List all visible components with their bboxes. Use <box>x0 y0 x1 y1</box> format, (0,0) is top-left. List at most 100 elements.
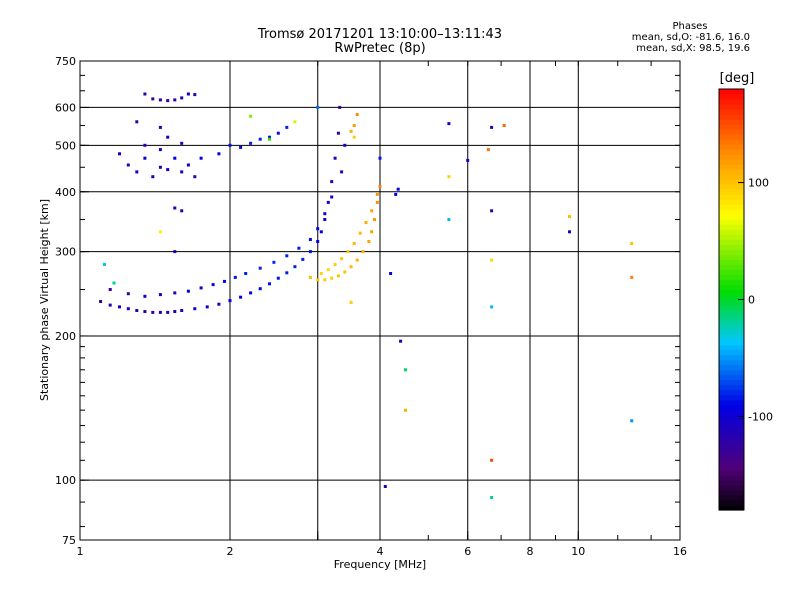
data-point-o <box>285 254 289 258</box>
data-point-x <box>364 221 368 224</box>
colorbar-segment <box>719 274 744 281</box>
data-point-stray <box>447 218 451 221</box>
data-point-o <box>308 250 312 254</box>
data-point-o <box>343 143 347 147</box>
colorbar-segment <box>719 144 744 150</box>
colorbar-segment <box>719 299 744 306</box>
data-point-o <box>186 289 190 293</box>
colorbar-segment <box>719 384 744 391</box>
data-point-o <box>135 170 139 174</box>
colorbar-segment <box>719 304 744 311</box>
colorbar-segment <box>719 379 744 386</box>
y-tick-label: 750 <box>55 55 76 68</box>
colorbar-segment <box>719 449 744 456</box>
data-point-x <box>358 231 362 235</box>
data-point-x <box>330 276 334 280</box>
x-axis-label: Frequency [MHz] <box>334 558 426 571</box>
data-point-stray <box>103 263 106 266</box>
data-point-o <box>199 156 203 160</box>
colorbar-label: [deg] <box>720 71 755 86</box>
colorbar-segment <box>719 234 744 240</box>
data-point-o <box>276 276 280 280</box>
data-point-o <box>258 266 262 270</box>
colorbar-segment <box>719 389 744 396</box>
data-point-o <box>316 240 320 243</box>
data-point-o <box>223 279 226 283</box>
data-point-o <box>244 272 248 275</box>
data-point-x <box>326 268 330 272</box>
colorbar-segment <box>719 129 744 135</box>
data-point-stray <box>293 120 297 124</box>
colorbar-segment <box>719 434 744 441</box>
data-point-x <box>355 113 359 116</box>
data-point-o <box>126 292 130 296</box>
data-point-stray <box>316 105 320 109</box>
colorbar-segment <box>719 349 744 356</box>
colorbar-segment <box>719 454 744 461</box>
phases-x-stats: mean, sd,X: 98.5, 19.6 <box>636 43 750 54</box>
data-point-x <box>361 250 365 254</box>
colorbar-segment <box>719 424 744 431</box>
data-point-x <box>370 230 374 234</box>
data-point-stray <box>158 230 162 234</box>
data-point-o <box>166 168 170 172</box>
data-point-o <box>276 131 280 135</box>
colorbar-segment <box>719 184 744 190</box>
data-point-o <box>143 310 147 313</box>
colorbar-segment <box>719 249 744 255</box>
data-point-o <box>338 105 342 109</box>
data-point-x <box>352 124 356 127</box>
data-point-o <box>268 282 271 286</box>
colorbar-segment <box>719 364 744 371</box>
colorbar-segment <box>719 164 744 170</box>
x-tick-label: 10 <box>571 545 585 558</box>
data-point-x <box>502 124 506 127</box>
data-point-o <box>333 156 337 160</box>
data-point-o <box>158 310 162 314</box>
colorbar-segment <box>719 119 744 125</box>
data-point-o <box>173 156 177 160</box>
data-point-x <box>375 192 379 196</box>
x-tick-label: 1 <box>77 545 84 558</box>
colorbar-segment <box>719 254 744 260</box>
data-point-o <box>135 309 139 312</box>
colorbar-tick-label: -100 <box>748 410 773 423</box>
data-point-o <box>239 145 243 149</box>
data-point-x <box>349 129 353 133</box>
data-point-o <box>118 152 121 156</box>
data-point-o <box>205 305 209 309</box>
x-tick-label: 8 <box>527 545 534 558</box>
data-point-o <box>285 125 289 129</box>
y-axis-label: Stationary phase Virtual Height [km] <box>38 199 51 401</box>
data-point-o <box>330 195 334 199</box>
data-point-o <box>249 291 253 295</box>
data-point-o <box>143 156 147 160</box>
data-point-x <box>323 278 327 282</box>
colorbar-segment <box>719 444 744 451</box>
data-point-x <box>316 278 320 282</box>
data-point-x <box>490 458 494 462</box>
colorbar-segment <box>719 214 744 220</box>
data-point-o <box>217 302 221 306</box>
data-point-o <box>135 120 139 124</box>
colorbar-segment <box>719 469 744 476</box>
data-point-o <box>490 209 494 213</box>
colorbar-segment <box>719 489 744 496</box>
colorbar-segment <box>719 169 744 175</box>
data-point-o <box>316 227 320 231</box>
colorbar-segment <box>719 219 744 225</box>
y-tick-label: 300 <box>55 246 76 259</box>
colorbar-segment <box>719 399 744 406</box>
data-point-stray <box>490 496 494 499</box>
colorbar-tick-label: 100 <box>748 177 769 190</box>
data-point-o <box>158 98 162 102</box>
colorbar-segment <box>719 104 744 110</box>
data-point-x <box>308 275 312 279</box>
data-point-x <box>630 275 634 279</box>
data-point-x <box>447 175 451 179</box>
colorbar-segment <box>719 194 744 200</box>
data-point-o <box>180 170 184 174</box>
data-point-stray <box>268 137 271 141</box>
phases-title: Phases <box>672 21 708 32</box>
